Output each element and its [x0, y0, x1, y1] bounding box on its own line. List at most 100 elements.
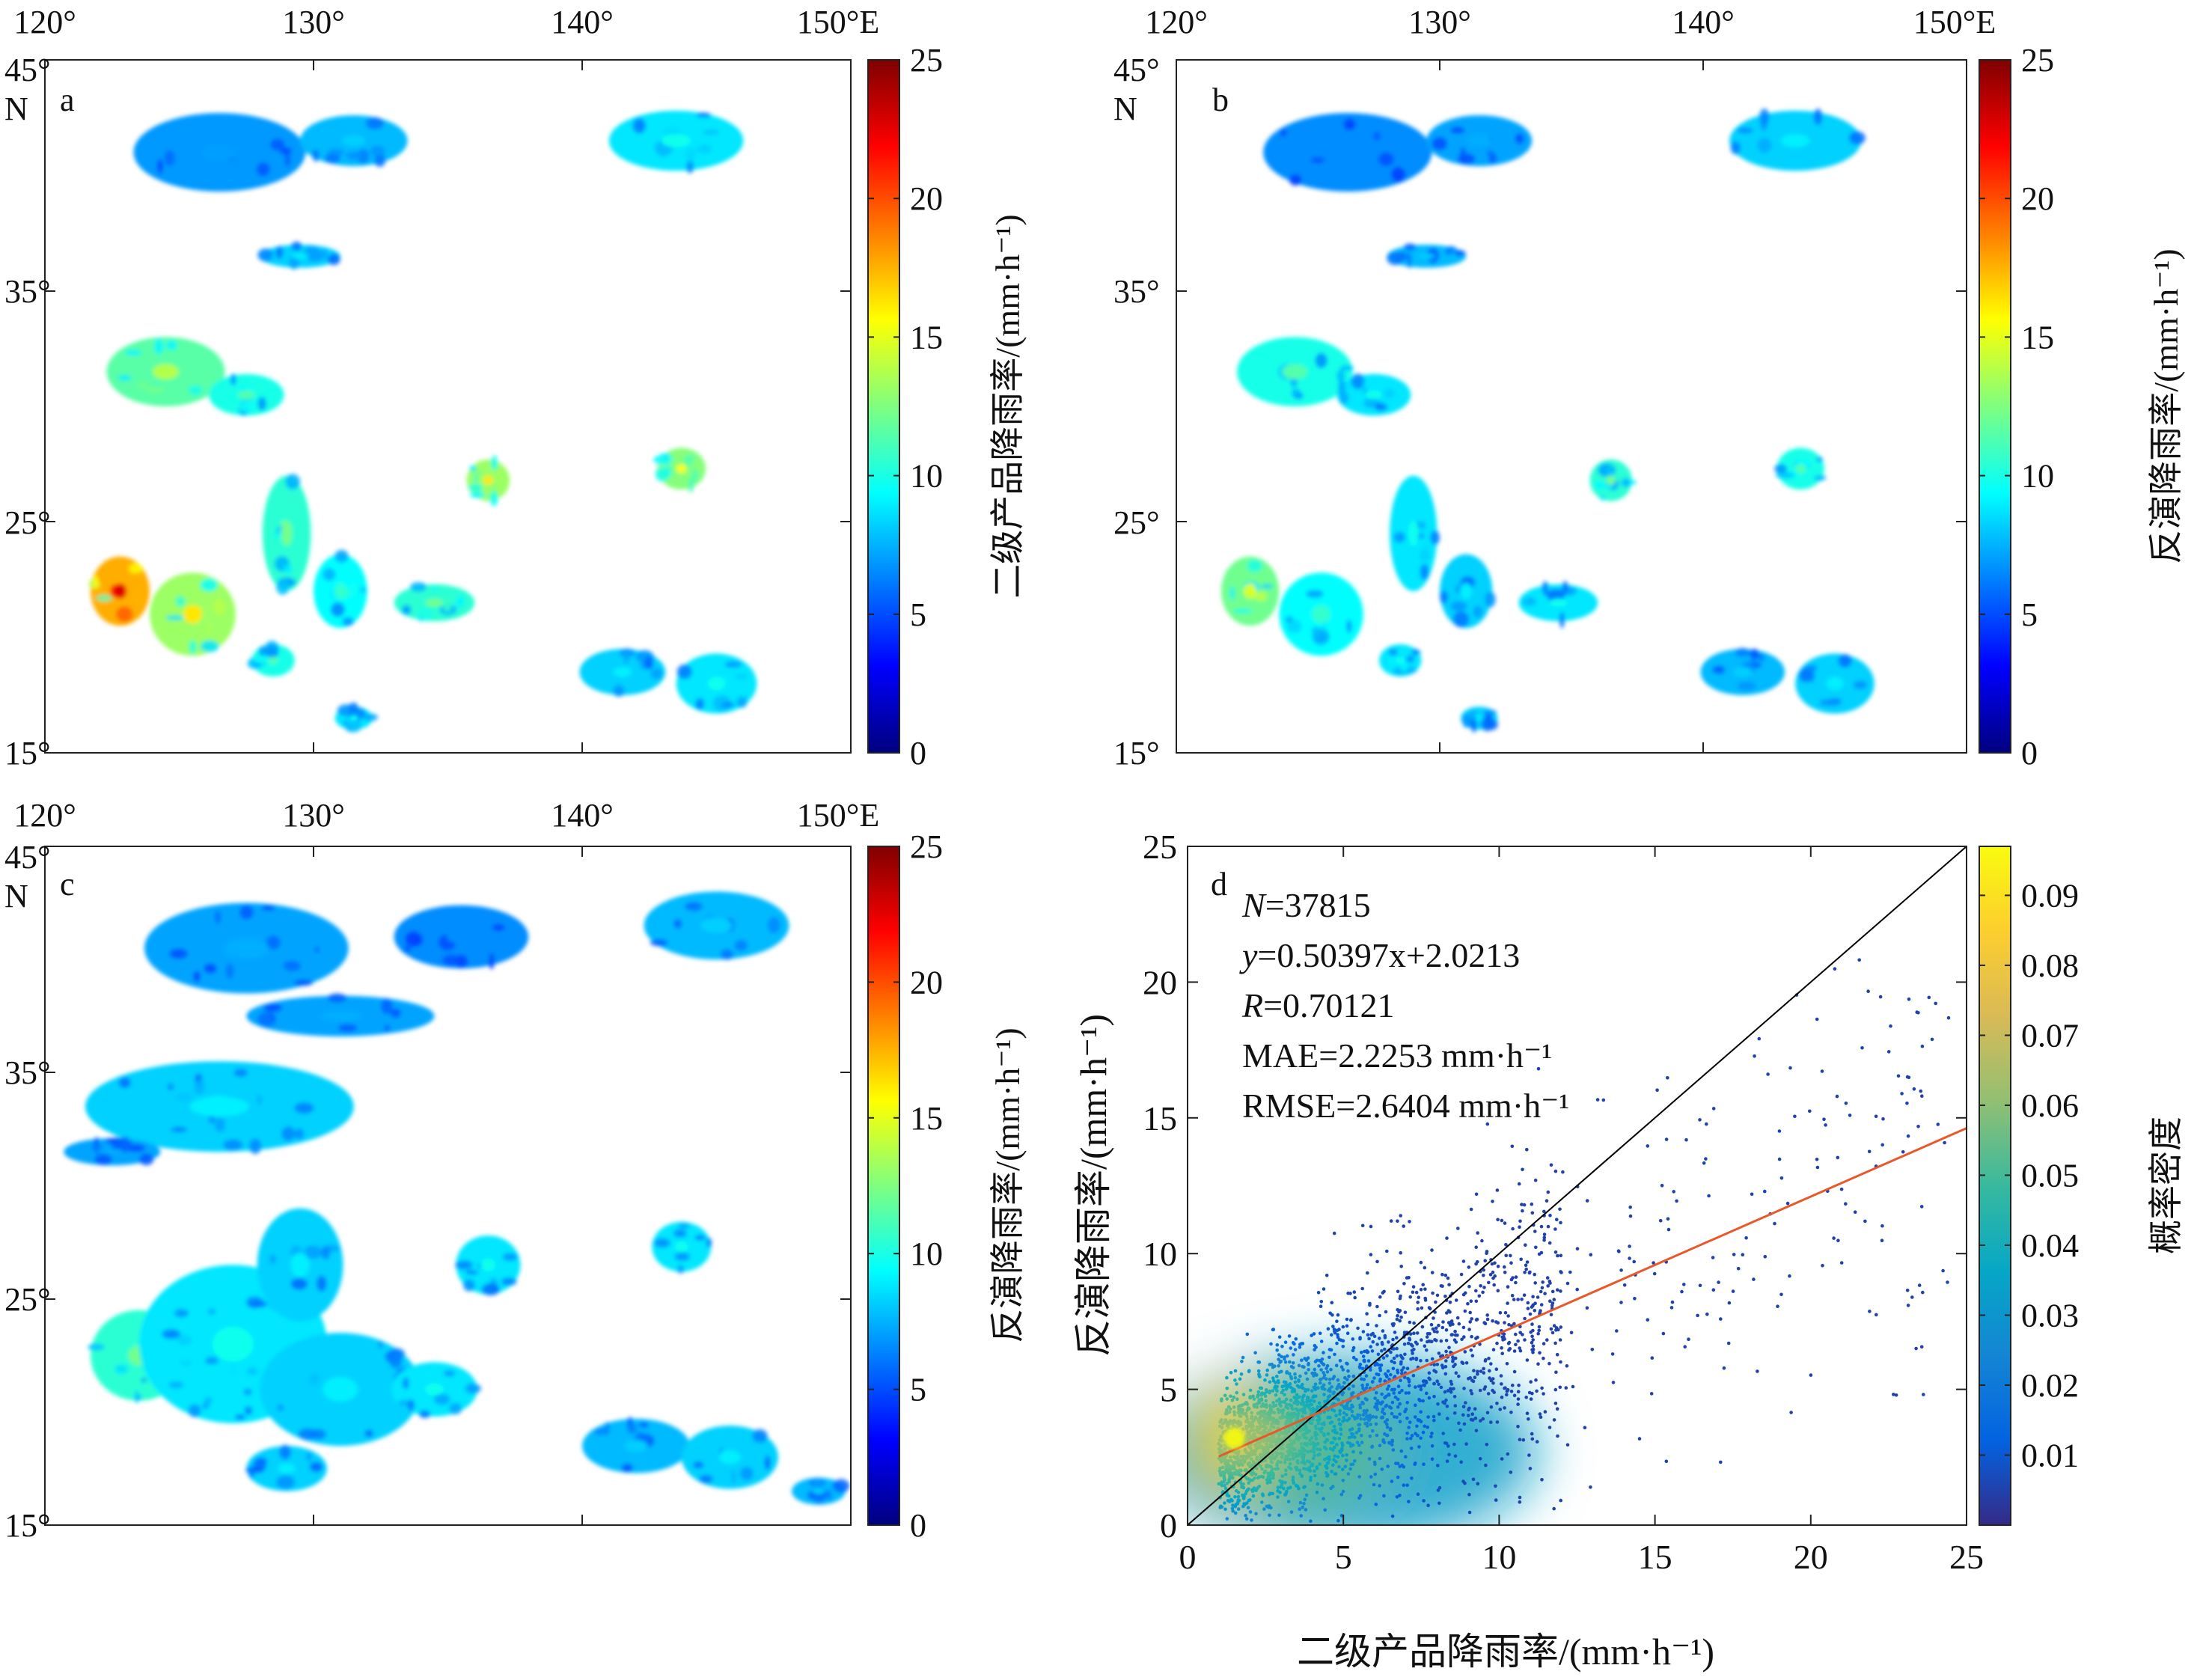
- scatter-point: [1336, 1313, 1340, 1317]
- scatter-point: [1304, 1449, 1307, 1453]
- scatter-point: [1461, 1361, 1465, 1366]
- scatter-point: [1459, 1460, 1463, 1464]
- rain-texture: [696, 144, 712, 153]
- scatter-point: [1409, 1447, 1414, 1450]
- scatter-point: [1549, 1327, 1553, 1331]
- scatter-point: [1473, 1375, 1477, 1379]
- scatter-point: [1229, 1458, 1233, 1463]
- rain-texture: [258, 646, 267, 657]
- scatter-point: [1408, 1436, 1413, 1441]
- scatter-point: [1399, 1316, 1403, 1319]
- scatter-point: [1246, 1462, 1250, 1466]
- scatter-point: [1719, 1460, 1723, 1464]
- scatter-point: [1399, 1214, 1402, 1218]
- scatter-point: [1271, 1405, 1276, 1408]
- scatter-point: [1484, 1357, 1488, 1362]
- scatter-point: [1354, 1357, 1358, 1362]
- scatter-point: [1245, 1476, 1249, 1481]
- rain-texture: [378, 1340, 383, 1348]
- scatter-point: [1253, 1476, 1256, 1480]
- scatter-point: [1332, 1436, 1336, 1441]
- scatter-point: [1421, 1430, 1426, 1435]
- scatter-point: [1217, 1469, 1222, 1473]
- scatter-point: [1482, 1286, 1486, 1289]
- rain-texture: [1730, 141, 1741, 155]
- rain-core: [291, 254, 309, 259]
- scatter-point: [1251, 1494, 1256, 1498]
- rain-texture: [694, 1235, 706, 1241]
- panel-c-frame: [44, 846, 852, 1526]
- scatter-point: [1247, 1481, 1250, 1485]
- scatter-point: [1236, 1473, 1241, 1476]
- rain-texture: [655, 467, 669, 482]
- scatter-point: [1313, 1469, 1316, 1473]
- scatter-point: [1265, 1447, 1270, 1451]
- scatter-point: [1241, 1482, 1245, 1486]
- scatter-point: [1583, 1426, 1587, 1430]
- scatter-point: [1518, 1346, 1521, 1350]
- scatter-point: [1756, 1369, 1759, 1373]
- colorbar-tick-label: 20: [2021, 180, 2054, 217]
- scatter-point: [1380, 1410, 1384, 1414]
- scatter-point: [1462, 1335, 1466, 1339]
- scatter-point: [1396, 1405, 1400, 1409]
- scatter-point: [1531, 1295, 1535, 1299]
- scatter-point: [1832, 1236, 1836, 1240]
- rain-texture: [443, 1370, 456, 1377]
- scatter-point: [1322, 1363, 1326, 1366]
- scatter-point: [1559, 1498, 1562, 1503]
- scatter-point: [1469, 1207, 1473, 1212]
- scatter-point: [1585, 1306, 1589, 1310]
- scatter-point: [1329, 1367, 1333, 1372]
- scatter-point: [1345, 1361, 1348, 1366]
- scatter-point: [1509, 1411, 1513, 1414]
- scatter-point: [1263, 1394, 1268, 1398]
- scatter-point: [1399, 1449, 1404, 1453]
- scatter-point: [1244, 1414, 1249, 1418]
- scatter-point: [1880, 1238, 1884, 1242]
- panel-b-ytick-unit: N: [1113, 91, 1137, 127]
- scatter-point: [1546, 1224, 1550, 1229]
- scatter-point: [1460, 1337, 1464, 1342]
- scatter-point: [1345, 1324, 1349, 1328]
- scatter-point: [1313, 1343, 1317, 1348]
- rain-texture: [1233, 608, 1253, 614]
- scatter-point: [1366, 1414, 1369, 1418]
- scatter-point: [1446, 1276, 1450, 1280]
- scatter-point: [1252, 1397, 1256, 1401]
- scatter-point: [1304, 1431, 1308, 1435]
- rain-texture: [317, 1275, 327, 1292]
- scatter-point: [1396, 1371, 1400, 1375]
- rain-texture: [1813, 475, 1827, 481]
- scatter-point: [1351, 1345, 1356, 1350]
- scatter-point: [1351, 1348, 1355, 1353]
- scatter-point: [1244, 1401, 1248, 1405]
- scatter-point: [1245, 1456, 1249, 1460]
- scatter-point: [1569, 1331, 1574, 1335]
- scatter-point: [1332, 1408, 1336, 1413]
- scatter-point: [1286, 1486, 1290, 1491]
- scatter-point: [1366, 1350, 1370, 1354]
- rain-texture: [433, 1393, 450, 1405]
- rain-texture: [638, 1422, 649, 1428]
- scatter-point: [1357, 1427, 1361, 1431]
- scatter-point: [1731, 1289, 1735, 1293]
- rain-texture: [348, 702, 358, 713]
- scatter-point: [1503, 1311, 1508, 1315]
- scatter-point: [1372, 1376, 1376, 1380]
- scatter-point: [1357, 1496, 1361, 1500]
- scatter-point: [1306, 1356, 1310, 1360]
- scatter-point: [1637, 1437, 1642, 1441]
- scatter-point: [1445, 1459, 1449, 1463]
- scatter-point: [1382, 1494, 1386, 1498]
- y-tick-label: 25: [1143, 828, 1177, 866]
- scatter-point: [1238, 1377, 1242, 1381]
- scatter-point: [1404, 1455, 1408, 1458]
- scatter-point: [1482, 1387, 1486, 1391]
- scatter-point: [1470, 1317, 1473, 1321]
- scatter-point: [1407, 1391, 1411, 1395]
- scatter-point: [1331, 1463, 1335, 1467]
- rain-texture: [1362, 387, 1368, 394]
- rain-texture: [164, 150, 175, 166]
